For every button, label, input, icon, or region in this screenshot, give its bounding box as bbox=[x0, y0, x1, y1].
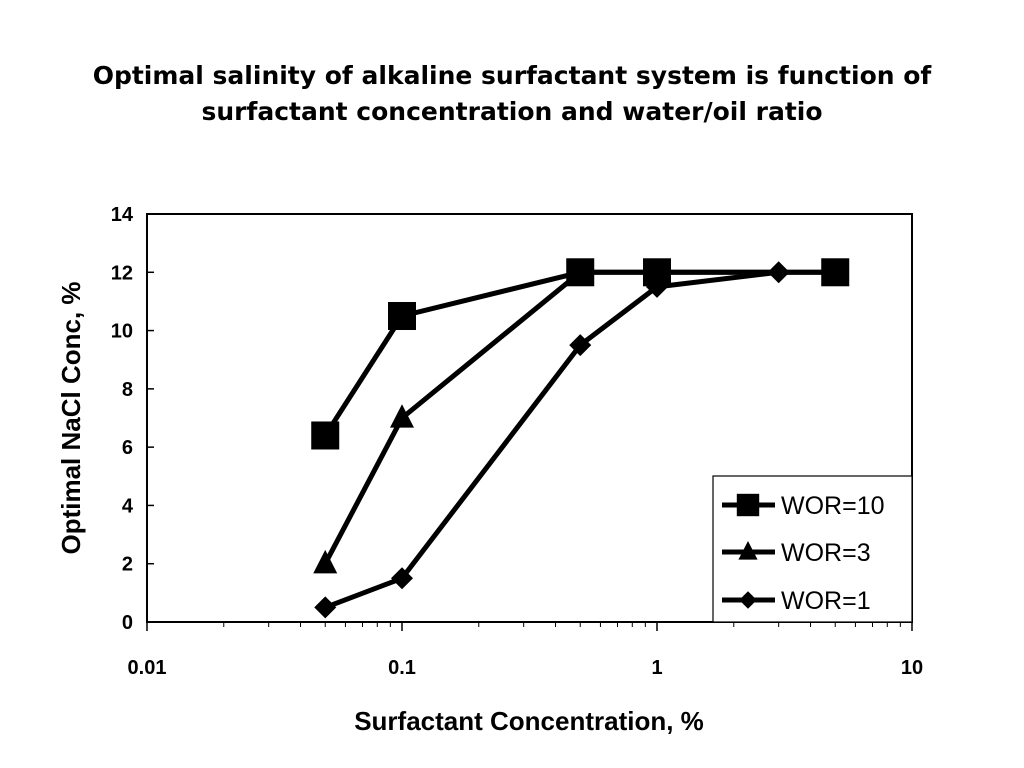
data-point-wor-1 bbox=[391, 567, 413, 590]
y-tick-label: 4 bbox=[122, 495, 134, 517]
legend-marker-wor-3 bbox=[738, 540, 758, 560]
y-tick-label: 12 bbox=[111, 262, 133, 284]
data-point-wor-10 bbox=[388, 302, 416, 330]
axes: 0 2 4 6 8 10 12 14 0.01 0.1 1 10 bbox=[111, 204, 923, 679]
y-tick-label: 8 bbox=[122, 379, 133, 401]
data-point-wor-3 bbox=[568, 258, 593, 282]
series-group bbox=[311, 258, 850, 619]
x-tick-label: 0.01 bbox=[128, 657, 167, 679]
x-tick-label: 0.1 bbox=[388, 657, 416, 679]
x-axis-label: Surfactant Concentration, % bbox=[354, 706, 704, 736]
slide-title: Optimal salinity of alkaline surfactant … bbox=[60, 58, 964, 130]
legend-label-wor-10: WOR=10 bbox=[781, 492, 885, 520]
data-point-wor-10 bbox=[311, 421, 340, 450]
data-point-wor-3 bbox=[390, 404, 414, 428]
data-point-wor-1 bbox=[767, 261, 790, 284]
legend-label-wor-1: WOR=1 bbox=[781, 587, 871, 615]
data-point-wor-3 bbox=[313, 549, 338, 574]
slide-title-line-2: surfactant concentration and water/oil r… bbox=[201, 97, 823, 126]
y-tick-label: 10 bbox=[111, 321, 133, 343]
y-axis-label: Optimal NaCl Conc, % bbox=[56, 281, 86, 554]
data-point-wor-1 bbox=[646, 275, 668, 298]
plot-area-frame bbox=[146, 213, 913, 623]
y-tick-label: 2 bbox=[122, 554, 133, 576]
legend-marker-wor-1 bbox=[739, 591, 757, 609]
y-tick-label: 14 bbox=[111, 204, 134, 226]
y-tick-label: 0 bbox=[122, 612, 133, 634]
x-tick-label: 10 bbox=[901, 657, 923, 679]
data-point-wor-3 bbox=[823, 258, 848, 282]
y-tick-label: 6 bbox=[122, 437, 133, 459]
legend-marker-wor-10 bbox=[736, 493, 760, 517]
data-point-wor-1 bbox=[569, 334, 592, 357]
x-tick-label: 1 bbox=[651, 657, 662, 679]
legend: WOR=10 WOR=3 WOR=1 bbox=[712, 475, 913, 623]
slide-title-line-1: Optimal salinity of alkaline surfactant … bbox=[92, 61, 932, 90]
legend-label-wor-3: WOR=3 bbox=[781, 539, 871, 567]
data-point-wor-1 bbox=[314, 596, 337, 619]
data-point-wor-3 bbox=[645, 258, 669, 282]
